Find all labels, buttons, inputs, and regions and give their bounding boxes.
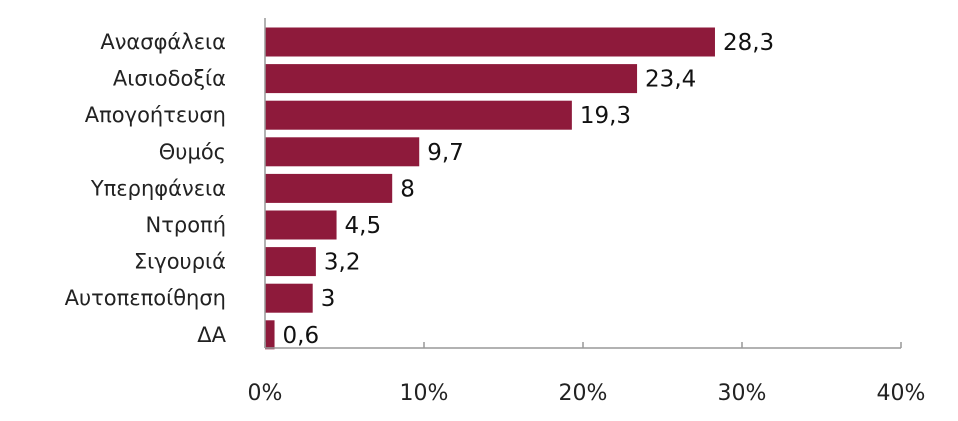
value-label: 3,2	[324, 250, 361, 276]
category-label: ΔΑ	[197, 323, 226, 347]
value-label: 19,3	[580, 103, 631, 129]
bars-layer	[265, 27, 715, 350]
labels-layer: Ανασφάλεια 28,3 Αισιοδοξία 23,4 Απογοήτευση 1…	[65, 30, 926, 406]
bar-7	[265, 283, 313, 313]
bar-6	[265, 247, 316, 277]
category-label: Θυμός	[159, 140, 226, 164]
category-label: Ντροπή	[146, 213, 226, 237]
bar-5	[265, 210, 337, 240]
bar-3	[265, 137, 420, 167]
value-label: 23,4	[645, 67, 696, 93]
value-label: 4,5	[345, 213, 382, 239]
bar-0	[265, 27, 715, 57]
x-tick-label: 20%	[559, 381, 608, 406]
value-label: 28,3	[723, 30, 774, 56]
category-label: Υπερηφάνεια	[90, 176, 226, 200]
value-label: 0,6	[283, 323, 320, 349]
axis-layer	[264, 18, 902, 349]
bar-1	[265, 64, 638, 94]
bar-4	[265, 173, 393, 203]
x-tick-label: 10%	[400, 381, 449, 406]
category-label: Απογοήτευση	[85, 103, 226, 127]
x-tick-label: 30%	[718, 381, 767, 406]
value-label: 8	[400, 176, 415, 202]
bar-8	[265, 320, 275, 350]
category-label: Σιγουριά	[134, 250, 226, 274]
x-tick-label: 40%	[877, 381, 926, 406]
value-label: 3	[321, 286, 336, 312]
category-label: Αισιοδοξία	[113, 67, 226, 91]
category-label: Αυτοπεποίθηση	[65, 286, 226, 310]
category-label: Ανασφάλεια	[100, 30, 226, 54]
value-label: 9,7	[427, 140, 464, 166]
bar-2	[265, 100, 572, 130]
x-tick-label: 0%	[248, 381, 283, 406]
